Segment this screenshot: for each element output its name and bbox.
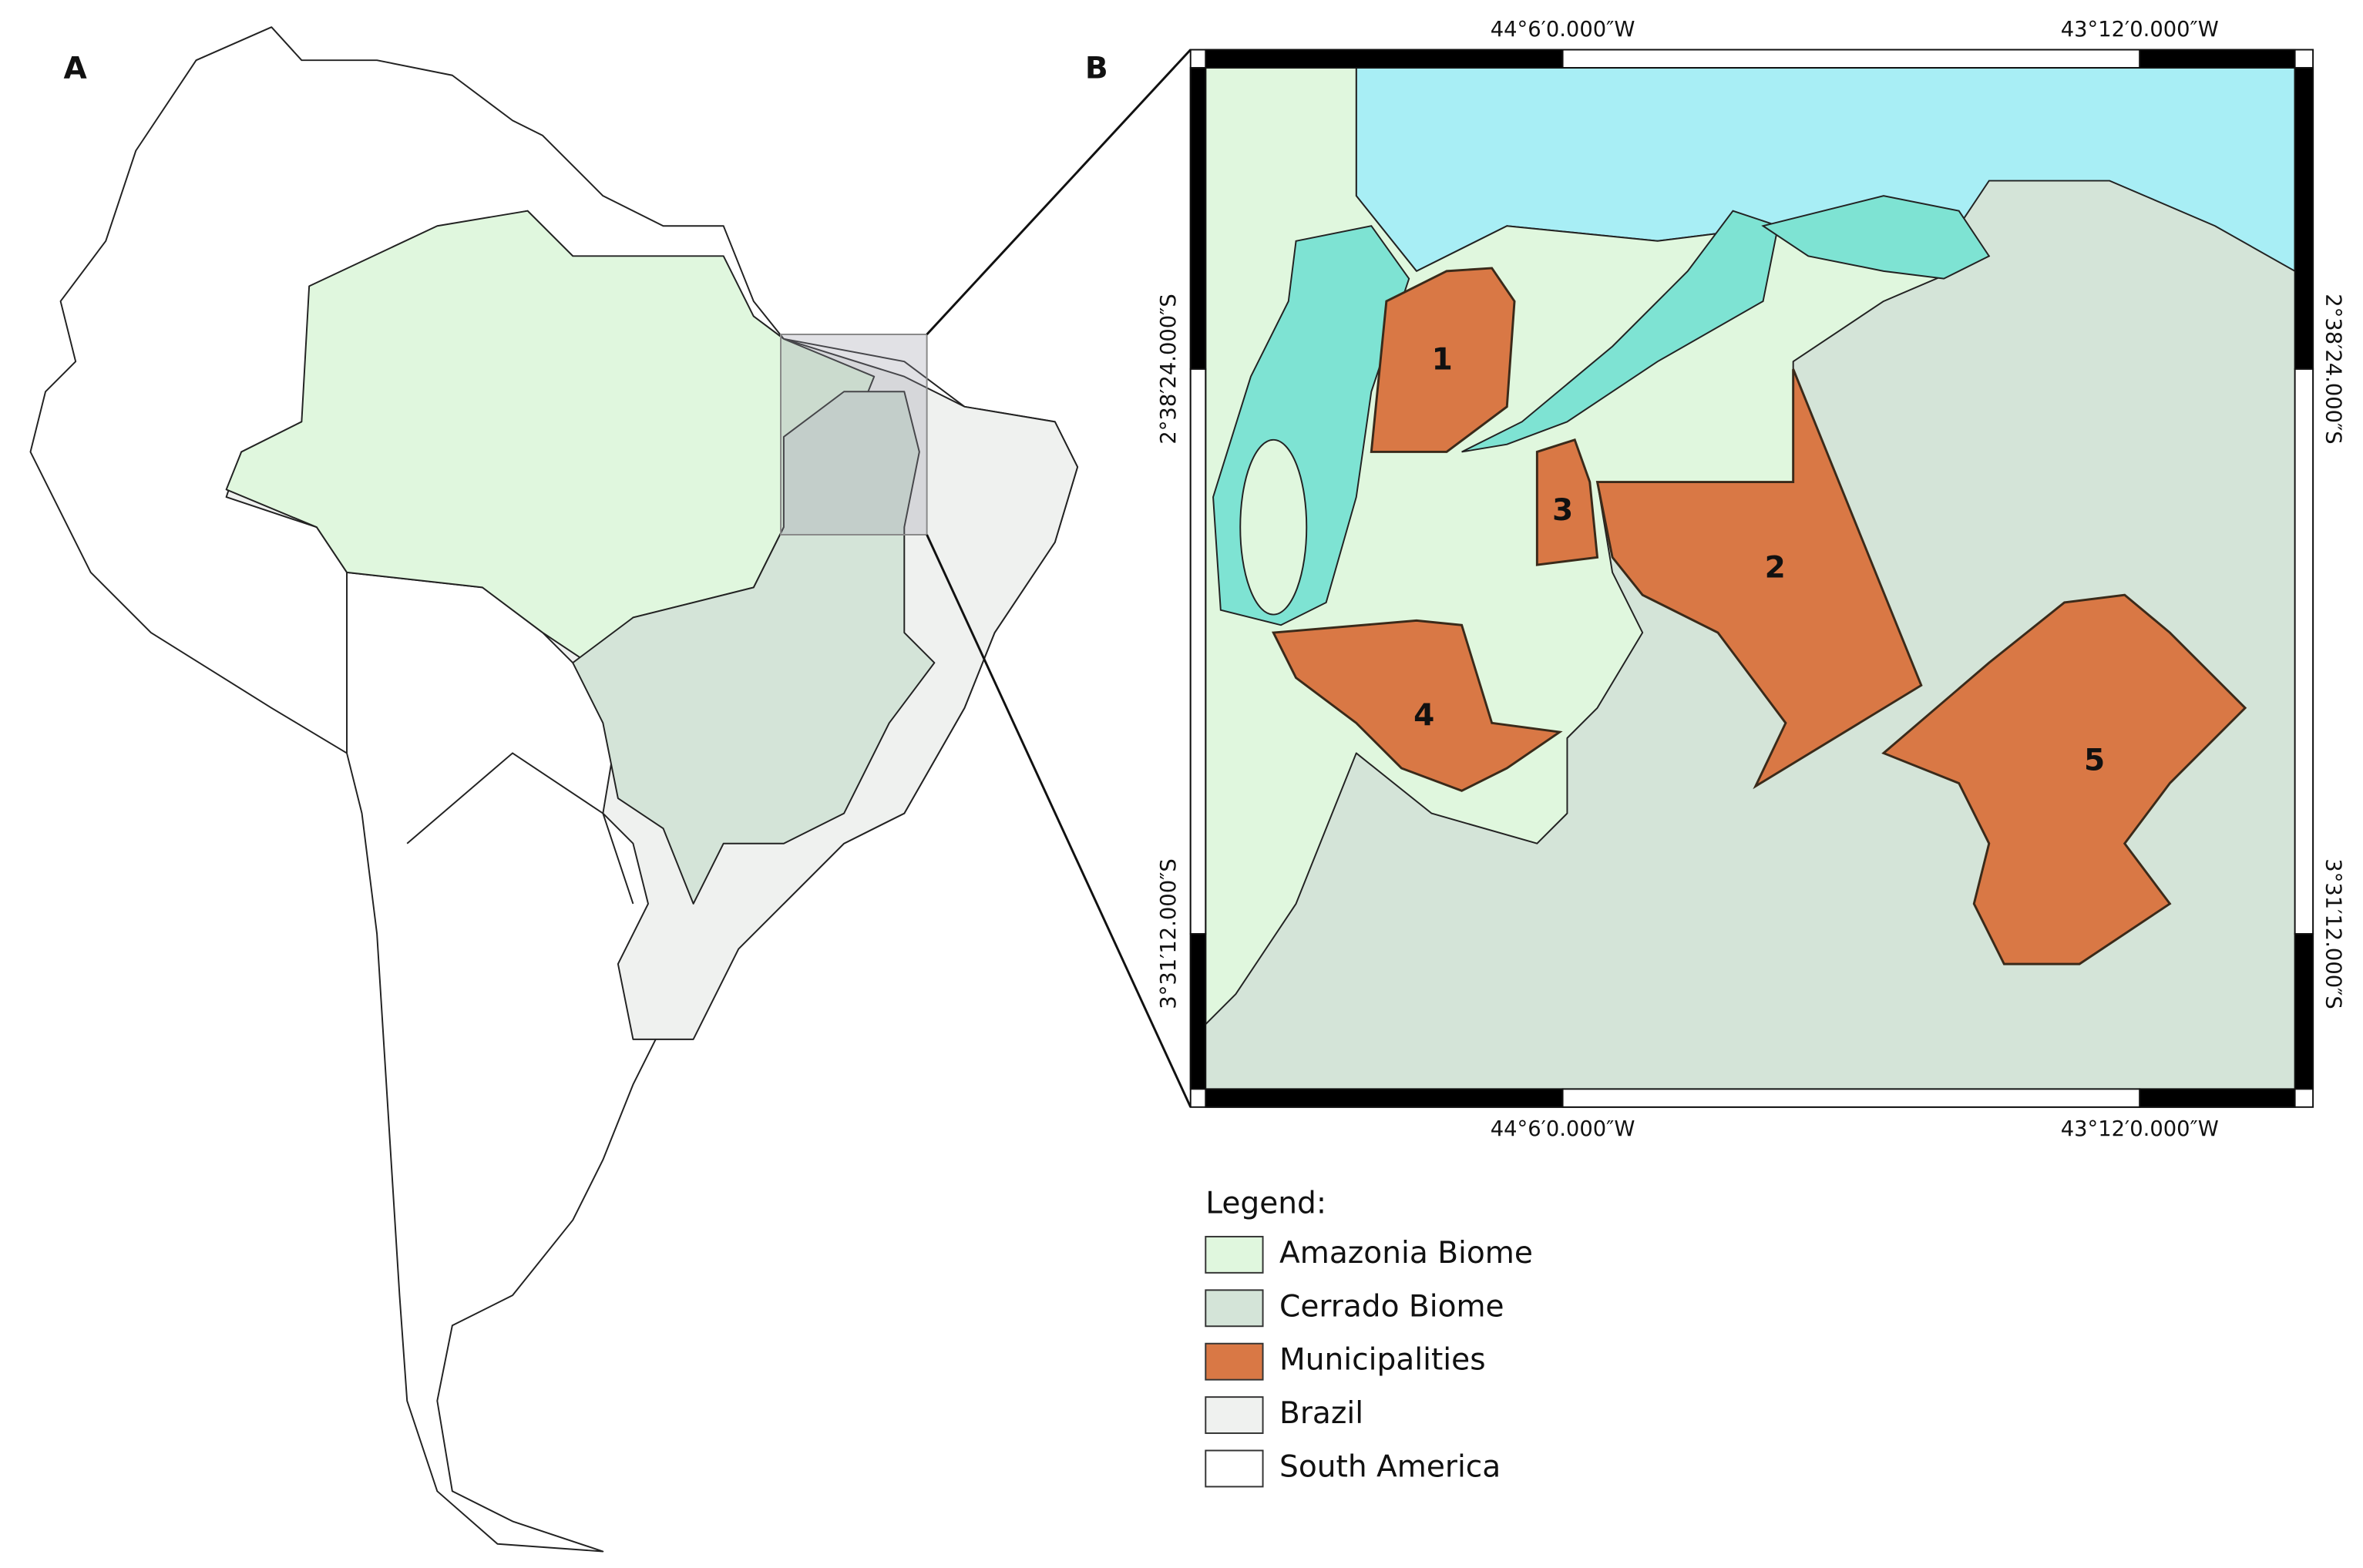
municipality-number: 2 bbox=[1765, 550, 1786, 585]
municipality bbox=[1881, 593, 2247, 965]
coordinate-label: 2°38′24.000″S bbox=[1157, 294, 1181, 444]
municipality-number: 1 bbox=[1432, 343, 1453, 378]
panel-label: A bbox=[64, 52, 88, 86]
country-borders bbox=[406, 752, 634, 905]
zoom-line bbox=[926, 534, 1192, 1108]
coordinate-label: 44°6′0.000″W bbox=[1491, 18, 1635, 42]
legend-swatch bbox=[1205, 1235, 1264, 1274]
legend-label: Cerrado Biome bbox=[1279, 1289, 1504, 1324]
municipality-number: 4 bbox=[1413, 698, 1434, 733]
municipality bbox=[1271, 619, 1563, 792]
legend: Amazonia Biome Cerrado Biome Municipalitie… bbox=[1205, 1235, 1533, 1488]
panel-label: B bbox=[1085, 52, 1108, 86]
municipality bbox=[1370, 267, 1516, 453]
island bbox=[1239, 438, 1308, 616]
coordinate-label: 3°31′12.000″S bbox=[1157, 858, 1181, 1009]
zoom-line bbox=[926, 49, 1192, 335]
legend-swatch bbox=[1205, 1289, 1264, 1328]
municipality-number: 5 bbox=[2084, 744, 2105, 778]
coordinate-label: 44°6′0.000″W bbox=[1491, 1117, 1635, 1141]
coordinate-label: 3°31′12.000″S bbox=[2321, 858, 2345, 1009]
coordinate-label: 2°38′24.000″S bbox=[2321, 294, 2345, 444]
legend-swatch bbox=[1205, 1342, 1264, 1381]
legend-title: Legend: bbox=[1205, 1186, 1326, 1220]
municipality-number: 3 bbox=[1552, 493, 1573, 528]
legend-label: Brazil bbox=[1279, 1396, 1363, 1431]
legend-swatch bbox=[1205, 1449, 1264, 1488]
estuary bbox=[1761, 195, 1991, 280]
map-frame bbox=[1189, 49, 2314, 1108]
coordinate-label: 43°12′0.000″W bbox=[2061, 1117, 2219, 1141]
legend-label: Amazonia Biome bbox=[1279, 1236, 1533, 1271]
municipality bbox=[1595, 368, 1923, 790]
amazonia-biome bbox=[225, 210, 876, 664]
legend-label: South America bbox=[1279, 1449, 1501, 1484]
legend-swatch bbox=[1205, 1396, 1264, 1435]
cerrado-biome bbox=[572, 391, 936, 905]
coordinate-label: 43°12′0.000″W bbox=[2061, 18, 2219, 42]
zoom-box bbox=[780, 333, 928, 536]
municipality bbox=[1535, 438, 1599, 566]
legend-label: Municipalities bbox=[1279, 1343, 1486, 1378]
